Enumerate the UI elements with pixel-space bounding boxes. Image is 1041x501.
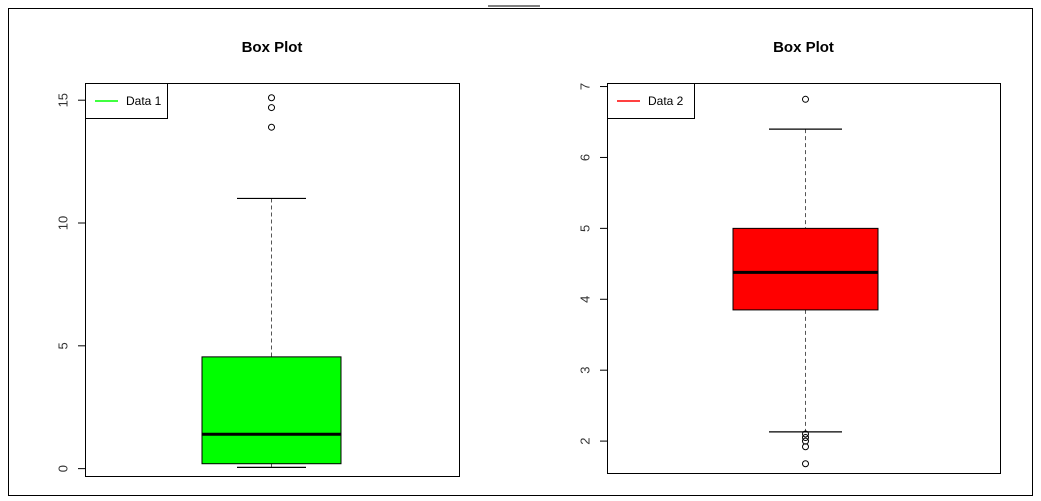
outlier-point xyxy=(802,460,809,468)
outlier-point xyxy=(802,443,809,451)
outlier-point xyxy=(268,123,275,131)
y-tick-label: 10 xyxy=(56,216,71,230)
legend-label: Data 1 xyxy=(126,94,162,108)
figure-frame xyxy=(8,8,1033,496)
outlier-point xyxy=(802,430,809,438)
iqr-box xyxy=(732,227,879,311)
chart-title: Box Plot xyxy=(773,39,834,56)
y-tick-label: 4 xyxy=(578,296,593,303)
y-tick-label: 15 xyxy=(56,93,71,107)
y-tick-label: 5 xyxy=(578,225,593,232)
outlier-point xyxy=(802,434,809,442)
legend-label: Data 2 xyxy=(648,94,684,108)
y-tick-label: 5 xyxy=(56,342,71,349)
outlier-point xyxy=(802,437,809,445)
outlier-point xyxy=(268,104,275,112)
plot-frame xyxy=(607,83,1001,474)
y-tick-label: 2 xyxy=(578,437,593,444)
y-tick-label: 3 xyxy=(578,367,593,374)
outlier-point xyxy=(268,94,275,102)
box-plot-panel-data-2: Box Plot 2 3 4 5 6 7 Data 2 xyxy=(578,39,1001,474)
outlier-point xyxy=(802,95,809,103)
plot-frame xyxy=(85,83,460,477)
y-tick-label: 6 xyxy=(578,154,593,161)
box-plot-panel-data-1: Box Plot 0 5 10 15 Data 1 xyxy=(56,39,460,477)
y-tick-label: 7 xyxy=(578,83,593,90)
chart-title: Box Plot xyxy=(242,39,303,56)
iqr-box xyxy=(201,356,342,465)
y-tick-label: 0 xyxy=(56,465,71,472)
